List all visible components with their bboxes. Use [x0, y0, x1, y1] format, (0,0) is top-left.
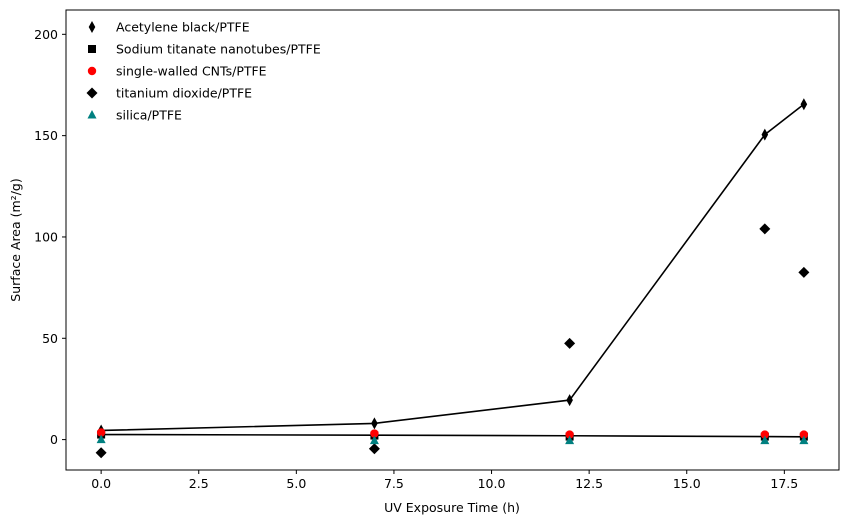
x-axis: 0.0 2.5 5.0 7.5 10.0 12.5 15.0 17.5	[91, 470, 798, 491]
legend-marker	[86, 87, 98, 99]
data-point-series-4	[369, 435, 379, 445]
x-tick-label: 2.5	[189, 476, 209, 491]
y-tick-label: 150	[34, 128, 58, 143]
x-tick-label: 17.5	[770, 476, 798, 491]
data-point-series-2	[565, 430, 574, 439]
x-tick-label: 15.0	[673, 476, 701, 491]
x-tick-label: 12.5	[575, 476, 603, 491]
data-point-series-4	[799, 435, 809, 445]
data-point-series-3	[564, 337, 576, 349]
legend-label: Sodium titanate nanotubes/PTFE	[116, 42, 321, 57]
data-point-series-0	[566, 394, 573, 407]
x-axis-title: UV Exposure Time (h)	[384, 500, 520, 515]
legend-label: Acetylene black/PTFE	[116, 20, 250, 35]
data-point-series-3	[95, 447, 107, 459]
plot-area	[65, 9, 840, 471]
data-point-series-0	[761, 128, 769, 141]
data-point-series-4	[565, 435, 575, 445]
legend-label: silica/PTFE	[116, 108, 182, 123]
data-point-series-2	[96, 428, 106, 437]
legend-marker	[88, 45, 96, 53]
y-tick-label: 50	[42, 331, 58, 346]
y-axis: 0 50 100 150 200	[34, 27, 66, 447]
legend-marker	[87, 66, 97, 76]
y-axis-title: Surface Area (m²/g)	[8, 178, 23, 301]
x-tick-label: 10.0	[478, 476, 506, 491]
legend-marker	[88, 21, 96, 33]
y-tick-label: 0	[50, 432, 58, 447]
x-tick-label: 7.5	[384, 476, 404, 491]
data-point-series-4	[96, 434, 106, 444]
data-point-series-0	[371, 417, 378, 430]
data-point-series-4	[760, 435, 770, 445]
data-point-series-2	[799, 430, 809, 439]
legend-label: titanium dioxide/PTFE	[116, 86, 252, 101]
legend-marker	[87, 110, 97, 119]
data-point-series-0	[800, 98, 808, 111]
x-tick-label: 0.0	[91, 476, 111, 491]
data-point-series-3	[759, 223, 771, 235]
data-points	[95, 98, 810, 459]
data-point-series-3	[368, 443, 380, 455]
y-tick-label: 100	[34, 229, 58, 244]
data-point-series-3	[798, 266, 810, 278]
x-tick-label: 5.0	[286, 476, 306, 491]
legend-label: single-walled CNTs/PTFE	[116, 64, 267, 79]
y-tick-label: 200	[34, 27, 58, 42]
data-point-series-2	[760, 430, 770, 439]
data-point-series-2	[370, 429, 379, 438]
legend: Acetylene black/PTFE Sodium titanate nano…	[86, 20, 321, 123]
